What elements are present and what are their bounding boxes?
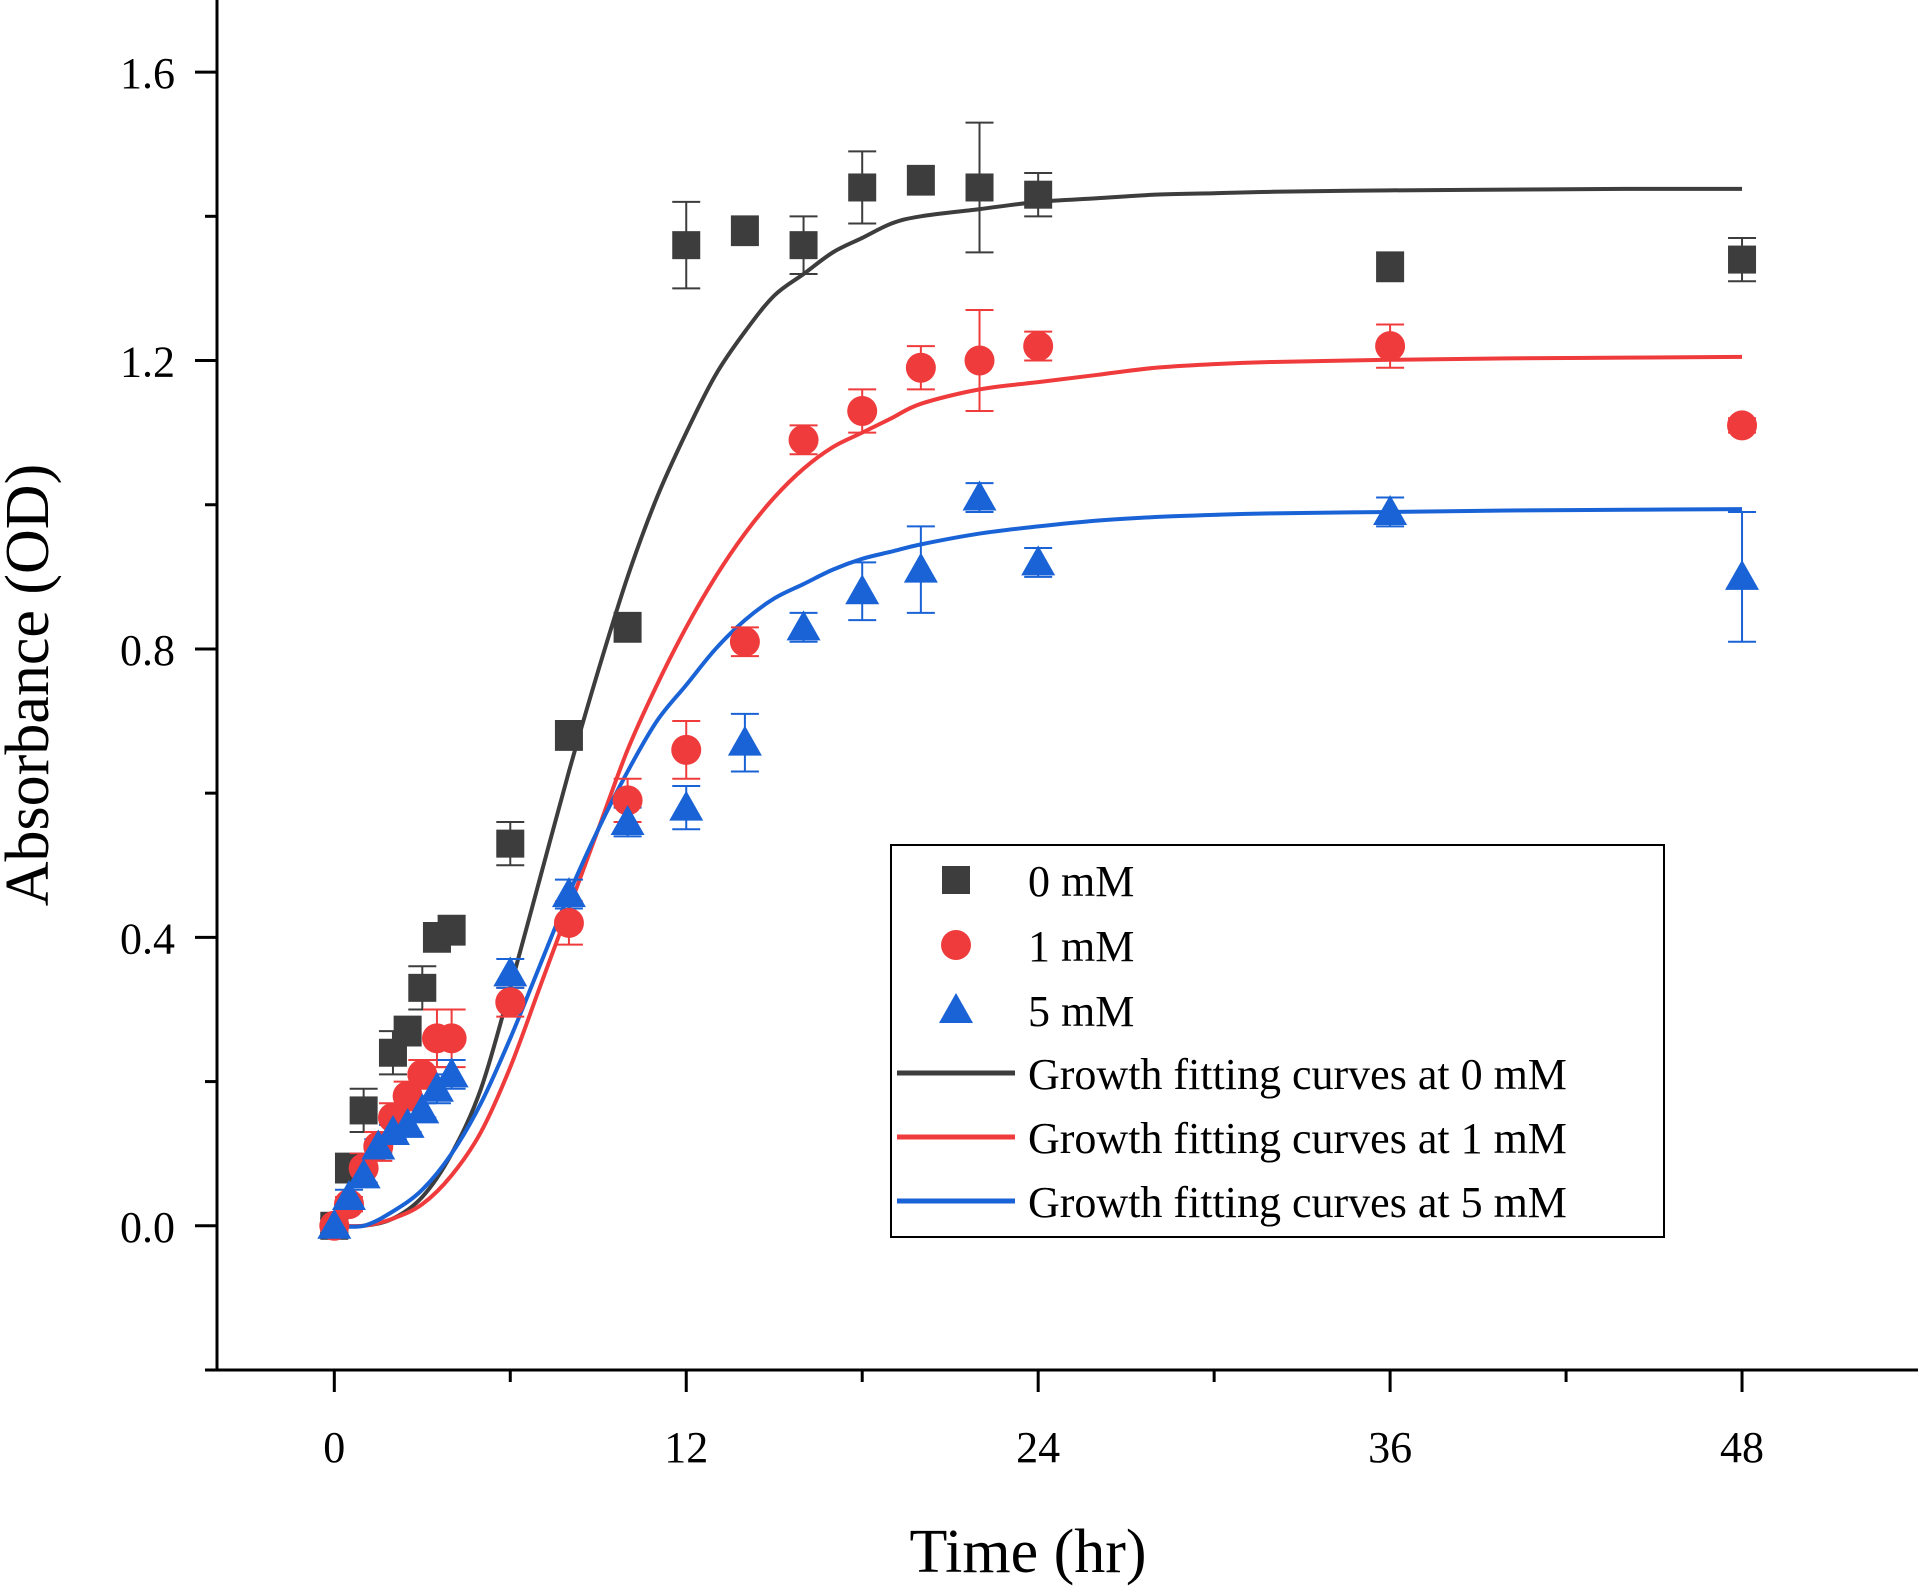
data-point-triangle bbox=[493, 956, 528, 987]
data-point-circle bbox=[788, 424, 819, 455]
data-point-triangle bbox=[405, 1093, 440, 1124]
legend-marker-circle bbox=[941, 930, 971, 960]
data-point-square bbox=[1024, 180, 1053, 209]
y-tick-label: 1.2 bbox=[120, 338, 175, 387]
x-tick-label: 0 bbox=[323, 1423, 345, 1472]
fit-curve-series-1 bbox=[334, 354, 1743, 1229]
data-point-circle bbox=[1727, 410, 1758, 441]
fit-curves bbox=[334, 186, 1743, 1229]
legend-label: Growth fitting curves at 0 mM bbox=[1028, 1050, 1567, 1099]
data-point-circle bbox=[729, 626, 760, 657]
data-point-triangle bbox=[434, 1057, 469, 1088]
data-point-circle bbox=[407, 1059, 438, 1090]
fit-curve-series-2 bbox=[334, 507, 1743, 1229]
data-point-triangle bbox=[786, 610, 821, 641]
data-point-circle bbox=[392, 1081, 423, 1111]
data-point-triangle bbox=[610, 805, 645, 835]
data-point-triangle bbox=[845, 574, 880, 605]
axes bbox=[215, 0, 1918, 1372]
legend-box bbox=[890, 844, 1665, 1238]
legend-label: Growth fitting curves at 5 mM bbox=[1028, 1178, 1567, 1227]
data-point-square bbox=[408, 973, 437, 1002]
data-markers bbox=[317, 166, 1760, 1241]
data-point-square bbox=[965, 173, 994, 202]
legend-label: Growth fitting curves at 1 mM bbox=[1028, 1114, 1567, 1163]
x-tick-label: 12 bbox=[664, 1423, 708, 1472]
x-axis-title: Time (hr) bbox=[909, 1518, 1146, 1586]
legend-marker-square bbox=[942, 866, 970, 894]
data-point-circle bbox=[553, 907, 584, 938]
legend: 0 mM 1 mM 5 mM Growth fitting curves at 0 m… bbox=[890, 844, 1665, 1238]
x-tick-label: 24 bbox=[1016, 1423, 1060, 1472]
data-point-square bbox=[349, 1096, 378, 1125]
data-point-triangle bbox=[669, 790, 704, 821]
data-point-square bbox=[848, 173, 877, 202]
x-tick-label: 36 bbox=[1368, 1423, 1412, 1472]
data-point-square bbox=[672, 231, 701, 260]
data-point-circle bbox=[847, 396, 878, 426]
ticks: 0 12 24 36 48 0.0 0.4 0.8 1.2 1.6 bbox=[120, 49, 1764, 1472]
data-point-square bbox=[1728, 245, 1757, 274]
data-point-square bbox=[496, 829, 525, 858]
data-point-circle bbox=[1023, 331, 1054, 362]
data-point-triangle bbox=[727, 725, 762, 756]
data-point-triangle bbox=[331, 1179, 366, 1210]
x-tick-label: 48 bbox=[1720, 1423, 1764, 1472]
data-point-triangle bbox=[1725, 559, 1760, 590]
data-point-triangle bbox=[903, 552, 938, 583]
data-point-square bbox=[613, 613, 642, 642]
y-tick-label: 1.6 bbox=[120, 49, 175, 98]
data-point-circle bbox=[905, 352, 936, 383]
legend-label: 0 mM bbox=[1028, 857, 1134, 906]
data-point-triangle bbox=[962, 480, 997, 511]
data-point-square bbox=[789, 231, 818, 260]
data-point-square bbox=[554, 721, 583, 750]
data-point-triangle bbox=[346, 1158, 381, 1189]
legend-label: 5 mM bbox=[1028, 987, 1134, 1036]
data-point-triangle bbox=[1021, 545, 1056, 576]
y-tick-label: 0.4 bbox=[120, 914, 175, 963]
legend-label: 1 mM bbox=[1028, 922, 1134, 971]
data-point-square bbox=[393, 1017, 422, 1046]
data-point-circle bbox=[671, 734, 702, 765]
data-point-square bbox=[1376, 252, 1405, 281]
data-point-circle bbox=[964, 345, 995, 376]
fit-curve-series-0 bbox=[334, 186, 1743, 1229]
legend-marker-triangle bbox=[939, 993, 973, 1023]
data-point-circle bbox=[1375, 331, 1406, 362]
y-tick-label: 0.8 bbox=[120, 626, 175, 675]
data-point-triangle bbox=[317, 1208, 352, 1239]
y-axis-title: Absorbance (OD) bbox=[0, 464, 62, 906]
data-point-square bbox=[437, 916, 466, 945]
data-point-circle bbox=[612, 785, 643, 816]
data-point-circle bbox=[495, 987, 526, 1018]
data-point-circle bbox=[436, 1023, 467, 1054]
data-point-triangle bbox=[551, 877, 586, 908]
y-tick-label: 0.0 bbox=[120, 1203, 175, 1252]
data-point-square bbox=[906, 166, 935, 195]
data-point-square bbox=[730, 216, 759, 245]
data-point-triangle bbox=[1373, 494, 1408, 525]
